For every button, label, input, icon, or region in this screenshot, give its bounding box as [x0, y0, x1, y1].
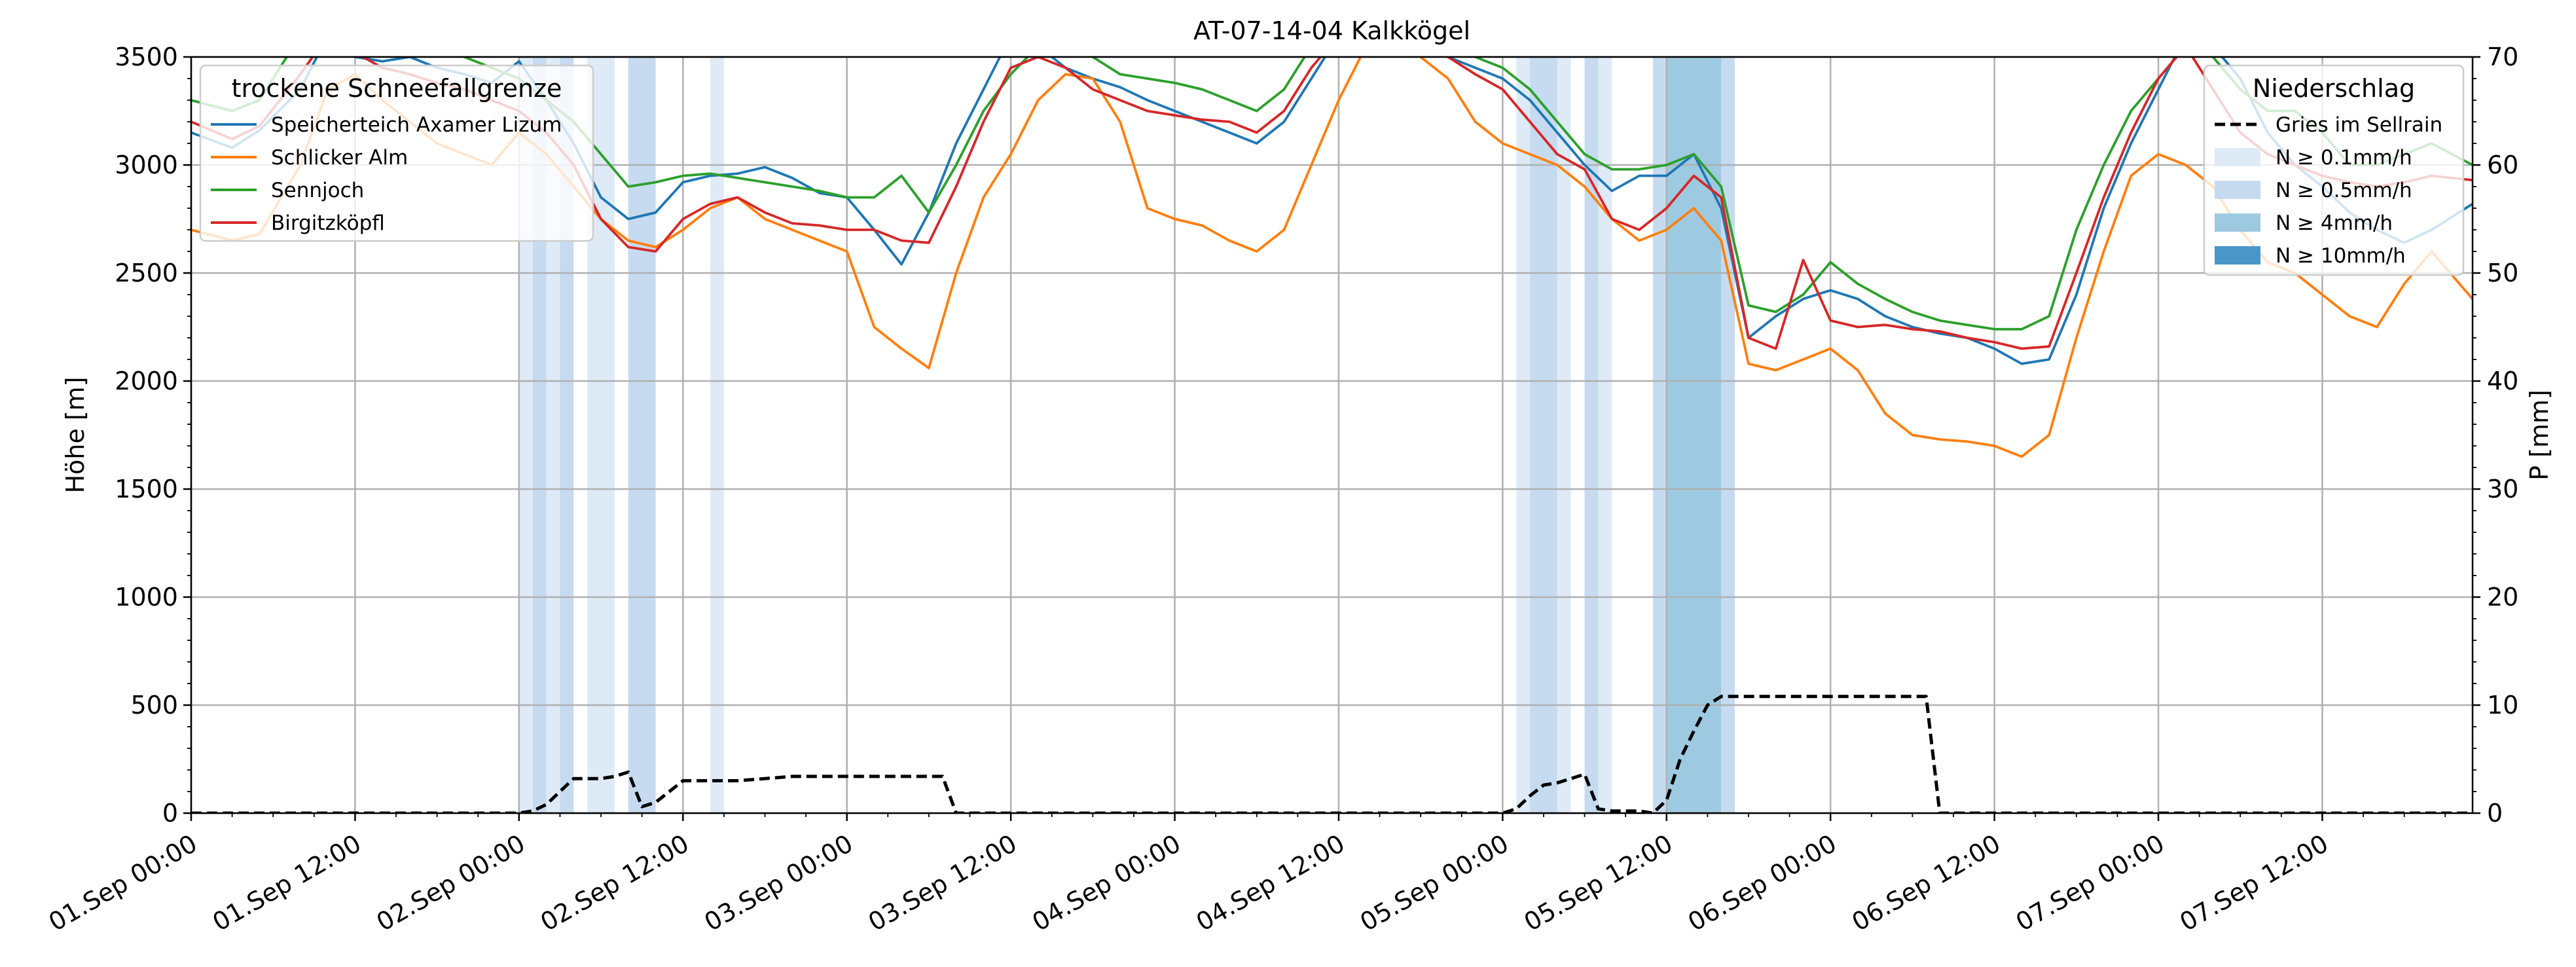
x-tick-label: 01.Sep 12:00 — [208, 829, 366, 937]
y-right-tick-label: 70 — [2487, 43, 2518, 71]
x-tick-label: 04.Sep 00:00 — [1027, 829, 1186, 937]
x-tick-label: 03.Sep 12:00 — [863, 829, 1022, 937]
y-axis-label: Höhe [m] — [61, 376, 90, 493]
x-tick-label: 04.Sep 12:00 — [1191, 829, 1350, 937]
legend-entry-label: N ≥ 0.5mm/h — [2276, 179, 2412, 202]
legend-entry-label: Speicherteich Axamer Lizum — [271, 113, 562, 137]
x-tick-label: 06.Sep 12:00 — [1847, 829, 2005, 937]
legend-title: trockene Schneefallgrenze — [232, 74, 562, 103]
y-tick-label: 2000 — [115, 367, 178, 395]
y-tick-label: 0 — [162, 799, 178, 828]
y-axis-right-label: P [mm] — [2525, 390, 2554, 481]
legend-entry-label: N ≥ 0.1mm/h — [2276, 146, 2412, 170]
precip-band — [628, 57, 656, 813]
legend-entry-label: Sennjoch — [271, 179, 364, 202]
legend-swatch — [2215, 148, 2260, 166]
plot-frame — [190, 56, 2474, 814]
precip-band — [710, 57, 724, 813]
precip-band — [518, 57, 533, 813]
precip-band — [532, 57, 547, 813]
precip-band — [1584, 57, 1599, 813]
legend-entry-label: Gries im Sellrain — [2276, 113, 2442, 137]
legend-snowline: trockene Schneefallgrenze Speicherteich A… — [199, 64, 594, 242]
precip-band — [1652, 57, 1667, 813]
legend-box — [199, 64, 594, 242]
y-tick-label: 3000 — [115, 151, 178, 179]
legend-entry-label: Birgitzköpfl — [271, 211, 385, 235]
legend-entry-label: N ≥ 4mm/h — [2276, 211, 2393, 235]
precip-band — [1666, 57, 1722, 813]
precip-band — [1721, 57, 1735, 813]
series-line — [191, 695, 2473, 813]
chart-title: AT-07-14-04 Kalkkögel — [1193, 16, 1470, 45]
y-tick-label: 1500 — [115, 475, 178, 503]
x-tick-label: 06.Sep 00:00 — [1683, 829, 1841, 937]
precip-band — [560, 57, 574, 813]
legend-entry-label: N ≥ 10mm/h — [2276, 244, 2406, 268]
y-right-tick-label: 20 — [2487, 583, 2518, 611]
y-right-tick-label: 30 — [2487, 475, 2518, 503]
y-tick-label: 2500 — [115, 259, 178, 287]
y-tick-label: 1000 — [115, 583, 178, 611]
legend-swatch — [2215, 181, 2260, 199]
y-right-tick-label: 0 — [2487, 799, 2503, 828]
precip-band — [1516, 57, 1531, 813]
x-tick-label: 02.Sep 12:00 — [535, 829, 694, 937]
legend-precipitation: Niederschlag Gries im Sellrain N ≥ 0.1mm/h… — [2203, 64, 2465, 276]
legend-swatch — [2215, 213, 2260, 232]
precip-band — [546, 57, 560, 813]
precip-band — [1530, 57, 1557, 813]
x-tick-label: 01.Sep 00:00 — [44, 829, 202, 937]
precipitation-shading — [518, 57, 1735, 813]
x-tick-label: 07.Sep 00:00 — [2011, 829, 2169, 937]
precip-band — [1557, 57, 1571, 813]
x-tick-label: 07.Sep 12:00 — [2175, 829, 2333, 937]
x-tick-label: 02.Sep 00:00 — [372, 829, 530, 937]
legend-entry-label: Schlicker Alm — [271, 146, 408, 170]
x-tick-label: 05.Sep 00:00 — [1355, 829, 1514, 937]
y-right-tick-label: 60 — [2487, 151, 2518, 179]
y-right-tick-label: 40 — [2487, 367, 2518, 395]
legend-title: Niederschlag — [2253, 74, 2415, 103]
y-right-tick-label: 50 — [2487, 259, 2518, 287]
y-right-tick-label: 10 — [2487, 691, 2518, 720]
legend-box — [2203, 64, 2465, 276]
precip-band — [1598, 57, 1612, 813]
x-tick-label: 03.Sep 00:00 — [700, 829, 858, 937]
legend-swatch — [2215, 246, 2260, 265]
y-tick-label: 500 — [130, 691, 178, 720]
x-tick-label: 05.Sep 12:00 — [1519, 829, 1678, 937]
y-tick-label: 3500 — [115, 43, 178, 71]
